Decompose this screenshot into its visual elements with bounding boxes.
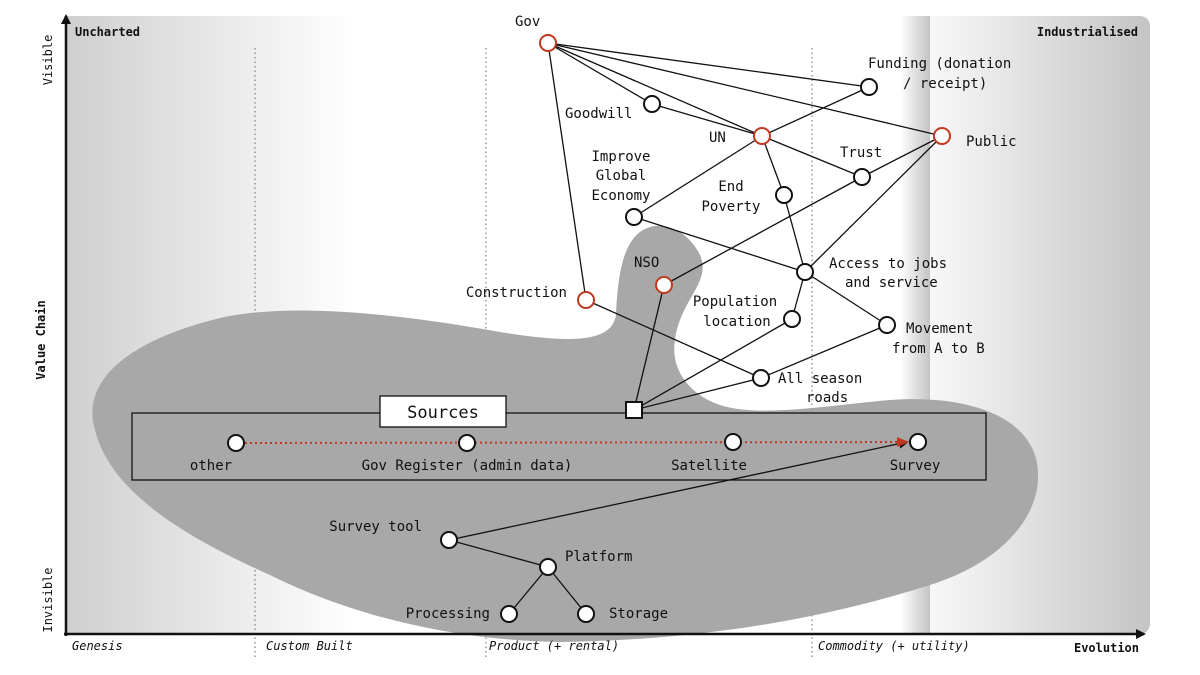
label-un: UN <box>709 130 726 146</box>
label-processing: Processing <box>406 606 490 622</box>
node-improve-economy[interactable] <box>625 208 643 226</box>
label-survey-tool: Survey tool <box>329 519 422 535</box>
label-construction: Construction <box>466 285 567 301</box>
node-survey[interactable] <box>909 433 927 451</box>
node-storage[interactable] <box>577 605 595 623</box>
stage-product: Product (+ rental) <box>489 639 619 653</box>
stage-custom-built: Custom Built <box>266 639 353 653</box>
label-uncharted: Uncharted <box>75 25 140 39</box>
label-roads: All season roads <box>778 371 862 406</box>
node-movement[interactable] <box>878 316 896 334</box>
label-end-poverty: End Poverty <box>701 179 760 215</box>
node-roads[interactable] <box>752 369 770 387</box>
label-storage: Storage <box>609 606 668 622</box>
label-evolution: Evolution <box>1074 641 1139 655</box>
survey-tool-link <box>448 438 909 541</box>
sources-title: Sources <box>407 403 479 423</box>
axes <box>61 14 1146 639</box>
label-nso: NSO <box>634 255 659 271</box>
node-access[interactable] <box>796 263 814 281</box>
label-satellite: Satellite <box>671 458 747 474</box>
label-population: Population location <box>693 294 777 330</box>
stage-genesis: Genesis <box>72 639 123 653</box>
node-platform[interactable] <box>539 558 557 576</box>
node-construction[interactable] <box>577 291 595 309</box>
stage-commodity: Commodity (+ utility) <box>818 639 970 653</box>
node-public[interactable] <box>933 127 951 145</box>
label-gov: Gov <box>515 14 540 30</box>
node-trust[interactable] <box>853 168 871 186</box>
node-population[interactable] <box>783 310 801 328</box>
label-improve-economy: Improve Global Economy <box>591 149 650 204</box>
label-invisible: Invisible <box>41 567 55 632</box>
label-movement: Movement from A to B <box>892 321 985 357</box>
node-satellite[interactable] <box>724 433 742 451</box>
node-other[interactable] <box>227 434 245 452</box>
label-platform: Platform <box>565 549 632 565</box>
label-public: Public <box>966 134 1017 150</box>
node-un[interactable] <box>753 127 771 145</box>
label-goodwill: Goodwill <box>565 106 632 122</box>
node-end-poverty[interactable] <box>775 186 793 204</box>
label-trust: Trust <box>840 145 882 161</box>
node-goodwill[interactable] <box>643 95 661 113</box>
sources-box <box>131 412 987 481</box>
label-industrialised: Industrialised <box>1037 25 1138 39</box>
label-access: Access to jobs and service <box>829 256 947 291</box>
sources-evolution-arrow <box>244 437 909 448</box>
node-processing[interactable] <box>500 605 518 623</box>
label-gov-register: Gov Register (admin data) <box>362 458 573 474</box>
node-gov-register[interactable] <box>458 434 476 452</box>
label-funding: Funding (donation / receipt) <box>868 56 1011 92</box>
sources-connector <box>625 401 643 419</box>
label-other: other <box>190 458 232 474</box>
node-funding[interactable] <box>860 78 878 96</box>
label-survey: Survey <box>890 458 941 474</box>
links <box>448 42 943 615</box>
label-value-chain: Value Chain <box>34 300 48 379</box>
nso-scope-blob <box>92 225 1039 642</box>
node-gov[interactable] <box>539 34 557 52</box>
label-visible: Visible <box>41 35 55 86</box>
node-nso[interactable] <box>655 276 673 294</box>
sources-title-box <box>379 395 507 428</box>
node-survey-tool[interactable] <box>440 531 458 549</box>
